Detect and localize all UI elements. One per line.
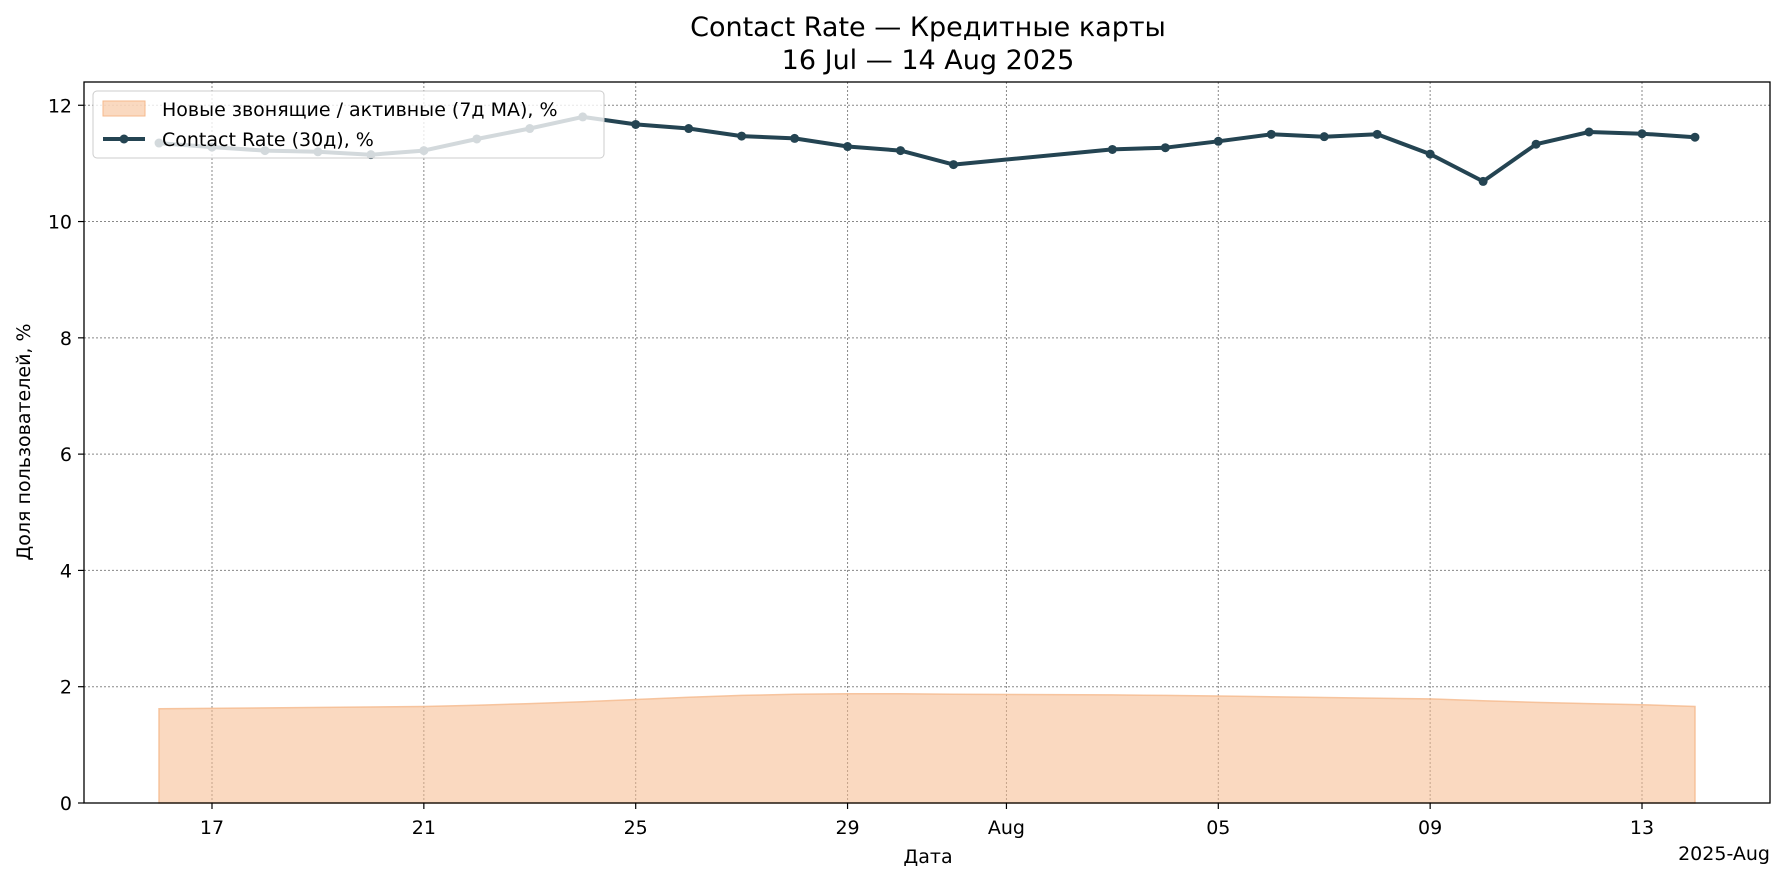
line-point — [1531, 139, 1541, 149]
y-tick-label: 2 — [60, 677, 72, 699]
line-point — [737, 131, 747, 141]
grid — [84, 82, 1770, 804]
x-ticks: 17 21 25 29 Aug 05 09 13 — [200, 803, 1654, 839]
line-point — [1478, 176, 1488, 186]
y-ticks: 0 2 4 6 8 10 12 — [48, 95, 84, 815]
y-tick-label: 12 — [48, 95, 72, 117]
line-point — [1266, 129, 1276, 139]
area-series — [158, 692, 1696, 804]
chart-title: Contact Rate — Кредитные карты — [690, 12, 1166, 43]
line-point — [1319, 132, 1329, 142]
line-point — [1425, 149, 1435, 159]
legend-area-label: Новые звонящие / активные (7д MA), % — [162, 99, 558, 121]
plot-frame — [83, 81, 1771, 804]
line-point — [1107, 144, 1117, 154]
x-axis-label: Дата — [903, 846, 952, 868]
y-axis-label: Доля пользователей, % — [13, 323, 35, 560]
x-tick-label: 05 — [1206, 817, 1230, 839]
y-tick-label: 6 — [60, 444, 72, 466]
line-point — [1372, 129, 1382, 139]
line-point — [843, 142, 853, 152]
x-tick-label: 21 — [412, 817, 436, 839]
line-point — [1690, 132, 1700, 142]
y-tick-label: 0 — [60, 793, 72, 815]
line-point — [896, 146, 906, 156]
line-point — [1213, 136, 1223, 146]
legend-line-label: Contact Rate (30д), % — [162, 129, 374, 151]
x-tick-label: 09 — [1418, 817, 1442, 839]
y-tick-label: 4 — [60, 560, 72, 582]
x-tick-label: Aug — [988, 817, 1025, 839]
x-tick-label: 13 — [1630, 817, 1654, 839]
legend-line-marker — [119, 134, 129, 144]
legend: Новые звонящие / активные (7д MA), % Con… — [92, 90, 605, 159]
area-layer — [158, 692, 1696, 804]
line-point — [1160, 143, 1170, 153]
line-point — [631, 119, 641, 129]
x-tick-label: 17 — [200, 817, 224, 839]
line-point — [684, 124, 694, 134]
legend-area-swatch — [102, 100, 146, 117]
line-point — [790, 133, 800, 143]
legend-box — [92, 90, 605, 159]
y-tick-label: 10 — [48, 212, 72, 234]
line-point — [948, 160, 958, 170]
chart-subtitle: 16 Jul — 14 Aug 2025 — [782, 45, 1075, 76]
x-tick-label: 25 — [624, 817, 648, 839]
line-point — [1637, 129, 1647, 139]
line-point — [1584, 127, 1594, 137]
y-tick-label: 8 — [60, 328, 72, 350]
x-offset-label: 2025-Aug — [1678, 843, 1770, 865]
x-tick-label: 29 — [835, 817, 859, 839]
